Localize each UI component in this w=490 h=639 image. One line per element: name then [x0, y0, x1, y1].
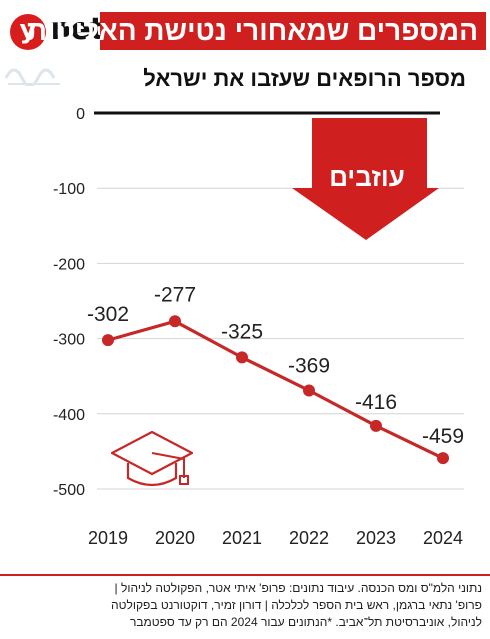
- x-tick-label: 2022: [289, 528, 329, 548]
- x-tick-label: 2021: [222, 528, 262, 548]
- data-point: [437, 452, 449, 465]
- data-point: [102, 334, 114, 347]
- data-point: [303, 384, 315, 397]
- line-chart: 0 -100 -200 -300 -400 -500 עוזבים -302 -277 -32…: [53, 106, 464, 548]
- y-tick-label: -100: [53, 181, 85, 198]
- watermark-icon: [4, 68, 60, 86]
- data-point: [169, 315, 181, 328]
- x-tick-label: 2019: [88, 528, 128, 548]
- y-tick-label: -400: [53, 407, 85, 424]
- data-label: -277: [154, 283, 196, 306]
- x-axis-labels: 2019 2020 2021 2022 2023 2024: [88, 528, 463, 548]
- data-label: -369: [288, 354, 330, 377]
- logo-text: net: [50, 12, 104, 47]
- header: y net המספרים שמאחורי נטישת האליטות: [0, 0, 490, 56]
- graduation-cap-icon: [110, 430, 194, 487]
- data-label: -302: [87, 303, 129, 326]
- arrow-shape: [292, 118, 439, 240]
- y-tick-label: -500: [53, 482, 85, 499]
- source-line: לניהול, אוניברסיטת תל־אביב. *הנתונים עבו…: [129, 615, 482, 629]
- arrow-label: עוזבים: [329, 162, 405, 192]
- ynet-logo[interactable]: y net: [10, 10, 104, 54]
- chart-subtitle: מספר הרופאים שעזבו את ישראל: [143, 66, 466, 91]
- data-label: -459: [422, 425, 464, 448]
- leaving-arrow: עוזבים: [292, 118, 439, 240]
- source-line: פרופ' נתאי ברגמן, ראש בית הספר לכלכלה | …: [111, 598, 482, 612]
- data-point: [370, 419, 382, 432]
- x-tick-label: 2020: [155, 528, 195, 548]
- footer-divider: [0, 574, 490, 576]
- y-tick-label: -300: [53, 332, 85, 349]
- data-point: [236, 351, 248, 364]
- y-tick-label: -200: [53, 256, 85, 273]
- y-axis-ticks: 0 -100 -200 -300 -400 -500: [53, 106, 85, 499]
- data-label: -325: [221, 320, 263, 343]
- x-tick-label: 2023: [356, 528, 396, 548]
- series-polyline: [107, 319, 444, 460]
- source-line: נתוני הלמ"ס ומס הכנסה. עיבוד נתונים: פרו…: [114, 581, 482, 595]
- y-tick-label: 0: [76, 106, 85, 123]
- page-title: המספרים שמאחורי נטישת האליטות: [26, 15, 478, 46]
- title-bar: המספרים שמאחורי נטישת האליטות: [27, 12, 486, 50]
- series-line: -302 -277 -325 -369 -416 -459: [87, 283, 464, 465]
- logo-mark: y: [10, 14, 46, 50]
- data-label: -416: [355, 391, 397, 414]
- x-tick-label: 2024: [423, 528, 463, 548]
- source-note: נתוני הלמ"ס ומס הכנסה. עיבוד נתונים: פרו…: [6, 580, 482, 631]
